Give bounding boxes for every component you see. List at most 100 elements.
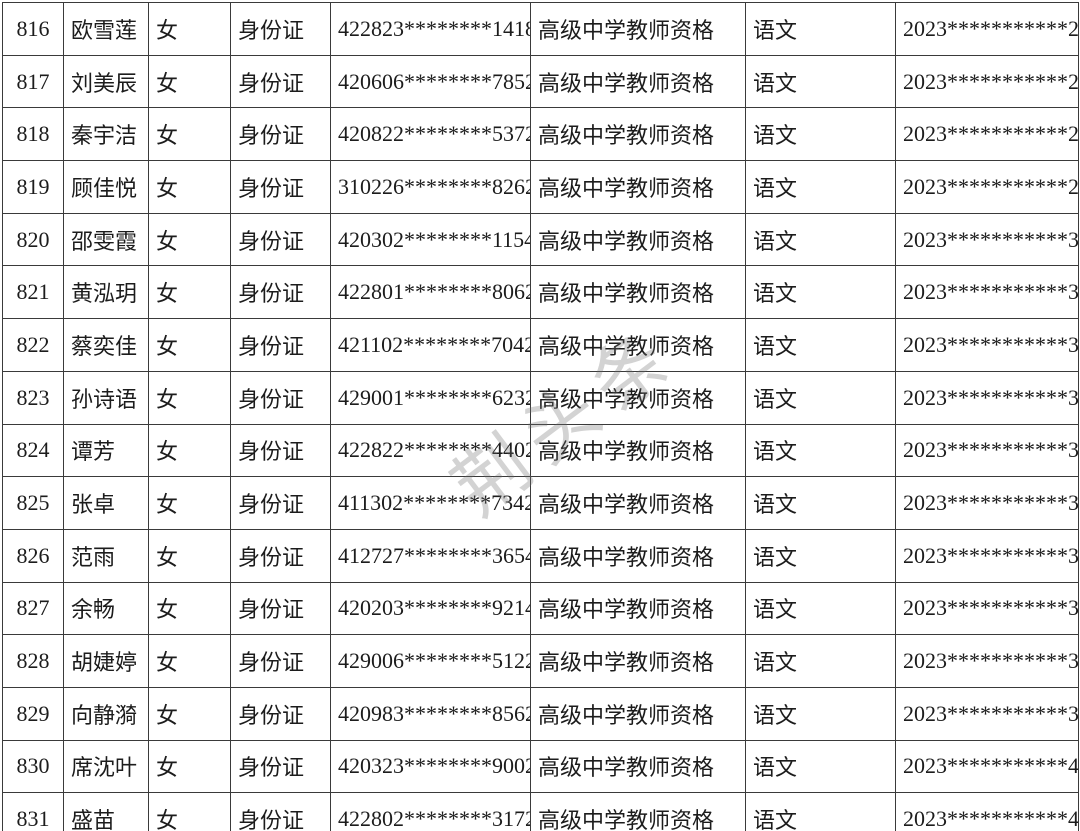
cell-id-number: 420606********7852X	[330, 54, 531, 109]
table-row: 823 孙诗语 女 身份证 429001********62322 高级中学教师…	[2, 370, 1079, 425]
cell-id-number: 310226********8262X	[330, 160, 531, 214]
cell-certificate-number: 2023***********34	[895, 423, 1079, 478]
cell-id-number: 420323********90020	[330, 739, 531, 794]
cell-id-type: 身份证	[230, 212, 331, 267]
cell-id-number: 412727********36547	[330, 528, 531, 583]
table-row: 818 秦宇洁 女 身份证 420822********53724 高级中学教师…	[2, 107, 1079, 162]
cell-id-number: 422801********80621	[330, 265, 531, 320]
cell-index: 831	[2, 792, 64, 831]
cell-index: 816	[2, 2, 64, 56]
cell-name: 席沈叶	[63, 739, 149, 794]
cell-id-type: 身份证	[230, 739, 331, 794]
table-row: 831 盛苗 女 身份证 422802********31726 高级中学教师资…	[2, 792, 1079, 831]
cell-name: 欧雪莲	[63, 2, 149, 56]
cell-id-number: 420302********11541	[330, 212, 531, 267]
cell-name: 范雨	[63, 528, 149, 583]
cell-subject: 语文	[745, 476, 896, 530]
table-row: 819 顾佳悦 女 身份证 310226********8262X 高级中学教师…	[2, 160, 1079, 214]
cell-qualification: 高级中学教师资格	[530, 581, 746, 636]
cell-gender: 女	[148, 792, 231, 831]
cell-subject: 语文	[745, 2, 896, 56]
cell-gender: 女	[148, 739, 231, 794]
cell-name: 黄泓玥	[63, 265, 149, 320]
cell-subject: 语文	[745, 423, 896, 478]
cell-name: 秦宇洁	[63, 107, 149, 162]
cell-qualification: 高级中学教师资格	[530, 318, 746, 372]
cell-certificate-number: 2023***********36	[895, 528, 1079, 583]
cell-gender: 女	[148, 423, 231, 478]
cell-gender: 女	[148, 634, 231, 688]
cell-name: 向静漪	[63, 686, 149, 741]
table-row: 827 余畅 女 身份证 420203********92146 高级中学教师资…	[2, 581, 1079, 636]
cell-id-number: 421102********70427	[330, 318, 531, 372]
cell-qualification: 高级中学教师资格	[530, 107, 746, 162]
cell-name: 顾佳悦	[63, 160, 149, 214]
cell-id-type: 身份证	[230, 265, 331, 320]
cell-id-type: 身份证	[230, 634, 331, 688]
cell-qualification: 高级中学教师资格	[530, 476, 746, 530]
cell-id-number: 422823********14183	[330, 2, 531, 56]
cell-name: 盛苗	[63, 792, 149, 831]
cell-id-number: 429001********62322	[330, 370, 531, 425]
cell-gender: 女	[148, 370, 231, 425]
cell-gender: 女	[148, 581, 231, 636]
cell-name: 张卓	[63, 476, 149, 530]
cell-name: 蔡奕佳	[63, 318, 149, 372]
cell-subject: 语文	[745, 739, 896, 794]
table-row: 816 欧雪莲 女 身份证 422823********14183 高级中学教师…	[2, 2, 1079, 56]
cell-qualification: 高级中学教师资格	[530, 160, 746, 214]
cell-name: 邵雯霞	[63, 212, 149, 267]
cell-certificate-number: 2023***********33	[895, 370, 1079, 425]
table-row: 825 张卓 女 身份证 411302********73423 高级中学教师资…	[2, 476, 1079, 530]
table-row: 817 刘美辰 女 身份证 420606********7852X 高级中学教师…	[2, 54, 1079, 109]
cell-subject: 语文	[745, 528, 896, 583]
cell-id-type: 身份证	[230, 107, 331, 162]
cell-id-type: 身份证	[230, 54, 331, 109]
cell-name: 刘美辰	[63, 54, 149, 109]
cell-index: 827	[2, 581, 64, 636]
cell-id-number: 420822********53724	[330, 107, 531, 162]
cell-subject: 语文	[745, 107, 896, 162]
cell-qualification: 高级中学教师资格	[530, 212, 746, 267]
cell-index: 823	[2, 370, 64, 425]
cell-index: 819	[2, 160, 64, 214]
cell-qualification: 高级中学教师资格	[530, 739, 746, 794]
cell-index: 817	[2, 54, 64, 109]
cell-qualification: 高级中学教师资格	[530, 528, 746, 583]
cell-id-type: 身份证	[230, 476, 331, 530]
cell-subject: 语文	[745, 370, 896, 425]
cell-qualification: 高级中学教师资格	[530, 370, 746, 425]
cell-gender: 女	[148, 528, 231, 583]
cell-certificate-number: 2023***********28	[895, 107, 1079, 162]
cell-index: 821	[2, 265, 64, 320]
cell-qualification: 高级中学教师资格	[530, 423, 746, 478]
cell-subject: 语文	[745, 212, 896, 267]
cell-qualification: 高级中学教师资格	[530, 686, 746, 741]
cell-id-number: 420983********85628	[330, 686, 531, 741]
cell-id-type: 身份证	[230, 423, 331, 478]
cell-id-type: 身份证	[230, 686, 331, 741]
cell-certificate-number: 2023***********27	[895, 54, 1079, 109]
cell-id-type: 身份证	[230, 792, 331, 831]
cell-gender: 女	[148, 107, 231, 162]
cell-subject: 语文	[745, 581, 896, 636]
cell-gender: 女	[148, 54, 231, 109]
table-row: 830 席沈叶 女 身份证 420323********90020 高级中学教师…	[2, 739, 1079, 794]
cell-certificate-number: 2023***********30	[895, 212, 1079, 267]
cell-id-type: 身份证	[230, 581, 331, 636]
cell-id-type: 身份证	[230, 370, 331, 425]
table-row: 828 胡婕婷 女 身份证 429006********51222 高级中学教师…	[2, 634, 1079, 688]
cell-gender: 女	[148, 212, 231, 267]
cell-gender: 女	[148, 2, 231, 56]
cell-gender: 女	[148, 476, 231, 530]
table-row: 824 谭芳 女 身份证 422822********44025 高级中学教师资…	[2, 423, 1079, 478]
cell-name: 孙诗语	[63, 370, 149, 425]
cell-id-type: 身份证	[230, 160, 331, 214]
cell-certificate-number: 2023***********32	[895, 318, 1079, 372]
cell-index: 822	[2, 318, 64, 372]
cell-subject: 语文	[745, 265, 896, 320]
cell-name: 谭芳	[63, 423, 149, 478]
